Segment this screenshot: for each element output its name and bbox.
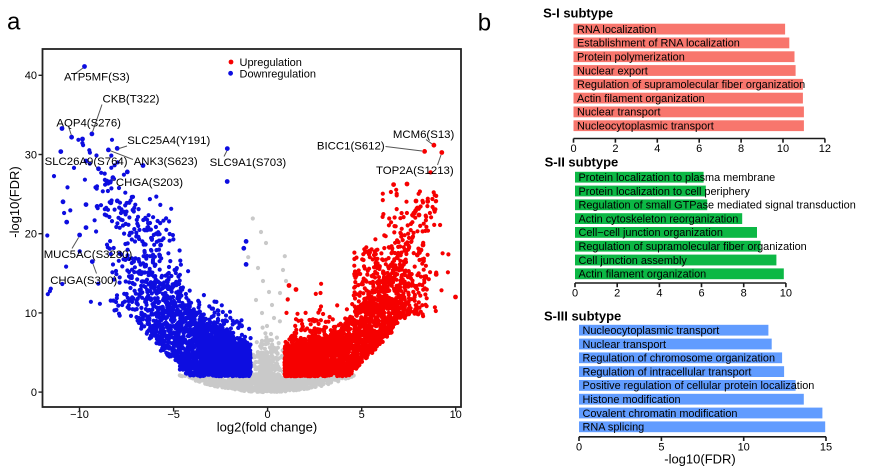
svg-text:Downregulation: Downregulation xyxy=(240,68,316,80)
svg-text:2: 2 xyxy=(612,143,618,155)
svg-text:Positive regulation of cellula: Positive regulation of cellular protein … xyxy=(583,380,815,392)
svg-text:6: 6 xyxy=(696,143,702,155)
svg-text:10: 10 xyxy=(777,143,789,155)
svg-text:5: 5 xyxy=(359,409,365,421)
svg-text:Covalent chromatin modificatio: Covalent chromatin modification xyxy=(583,408,738,420)
svg-text:S-I subtype: S-I subtype xyxy=(543,6,613,21)
svg-text:ATP5MF(S3): ATP5MF(S3) xyxy=(64,71,130,83)
svg-text:0: 0 xyxy=(576,442,582,454)
svg-text:Cell−cell junction organizatio: Cell−cell junction organization xyxy=(579,227,723,239)
svg-text:log2(fold change): log2(fold change) xyxy=(217,420,317,435)
svg-text:Actin filament organization: Actin filament organization xyxy=(577,93,705,105)
svg-text:SLC9A1(S703): SLC9A1(S703) xyxy=(210,157,287,169)
svg-text:ANK3(S623): ANK3(S623) xyxy=(134,156,198,168)
svg-text:Cell junction assembly: Cell junction assembly xyxy=(579,255,688,267)
svg-text:SLC25A4(Y191): SLC25A4(Y191) xyxy=(127,135,210,147)
svg-text:CHGA(S203): CHGA(S203) xyxy=(116,177,183,189)
svg-text:AQP4(S276): AQP4(S276) xyxy=(56,117,121,129)
svg-text:Establishment of RNA localizat: Establishment of RNA localization xyxy=(577,38,740,50)
svg-text:Nucleocytoplasmic transport: Nucleocytoplasmic transport xyxy=(583,325,720,337)
svg-text:0: 0 xyxy=(570,143,576,155)
svg-text:20: 20 xyxy=(25,229,37,241)
svg-text:Actin filament organization: Actin filament organization xyxy=(579,269,707,281)
svg-text:0: 0 xyxy=(31,387,37,399)
svg-text:8: 8 xyxy=(738,143,744,155)
svg-text:12: 12 xyxy=(819,143,831,155)
svg-text:2: 2 xyxy=(614,288,620,300)
svg-text:Protein polymerization: Protein polymerization xyxy=(577,52,685,64)
svg-text:CKB(T322): CKB(T322) xyxy=(103,94,160,106)
svg-text:RNA splicing: RNA splicing xyxy=(583,422,645,434)
svg-text:TOP2A(S1213): TOP2A(S1213) xyxy=(376,165,454,177)
svg-text:10: 10 xyxy=(450,409,462,421)
svg-text:MUC5AC(S3280): MUC5AC(S3280) xyxy=(44,249,133,261)
svg-text:40: 40 xyxy=(25,70,37,82)
svg-text:MCM6(S13): MCM6(S13) xyxy=(393,129,455,141)
svg-text:30: 30 xyxy=(25,149,37,161)
svg-text:8: 8 xyxy=(741,288,747,300)
svg-text:RNA localization: RNA localization xyxy=(577,24,656,36)
svg-text:Upregulation: Upregulation xyxy=(240,57,302,69)
svg-text:Regulation of small GTPase med: Regulation of small GTPase mediated sign… xyxy=(579,200,856,212)
svg-text:Regulation of supramolecular f: Regulation of supramolecular fiber organ… xyxy=(579,241,807,253)
svg-text:Regulation of supramolecular f: Regulation of supramolecular fiber organ… xyxy=(577,79,805,91)
svg-text:Nucleocytoplasmic transport: Nucleocytoplasmic transport xyxy=(577,121,714,133)
svg-text:Histone modification: Histone modification xyxy=(583,394,681,406)
svg-text:15: 15 xyxy=(820,442,832,454)
svg-text:6: 6 xyxy=(698,288,704,300)
svg-text:4: 4 xyxy=(656,288,662,300)
svg-text:Nuclear transport: Nuclear transport xyxy=(577,107,661,119)
svg-text:Nuclear export: Nuclear export xyxy=(577,65,648,77)
svg-text:10: 10 xyxy=(25,308,37,320)
svg-text:Protein localization to cell p: Protein localization to cell periphery xyxy=(579,186,751,198)
svg-text:10: 10 xyxy=(738,442,750,454)
svg-text:BICC1(S612): BICC1(S612) xyxy=(317,140,385,152)
svg-text:10: 10 xyxy=(780,288,792,300)
svg-text:Protein localization to plasma: Protein localization to plasma membrane xyxy=(579,172,776,184)
svg-text:Regulation of chromosome organ: Regulation of chromosome organization xyxy=(583,353,776,365)
svg-text:SLC26A9(S764): SLC26A9(S764) xyxy=(45,156,128,168)
svg-text:4: 4 xyxy=(654,143,660,155)
svg-text:−10: −10 xyxy=(70,409,89,421)
svg-text:0: 0 xyxy=(572,288,578,300)
svg-text:0: 0 xyxy=(265,409,271,421)
svg-text:-log10(FDR): -log10(FDR) xyxy=(7,166,22,238)
svg-text:a: a xyxy=(7,9,21,36)
svg-text:S-II subtype: S-II subtype xyxy=(545,155,619,170)
svg-text:Regulation of intracellular tr: Regulation of intracellular transport xyxy=(583,366,752,378)
svg-text:-log10(FDR): -log10(FDR) xyxy=(664,452,736,467)
svg-text:b: b xyxy=(478,10,491,37)
svg-text:−5: −5 xyxy=(167,409,180,421)
svg-text:CHGA(S300): CHGA(S300) xyxy=(50,275,117,287)
svg-text:Nuclear transport: Nuclear transport xyxy=(583,339,667,351)
svg-text:S-III subtype: S-III subtype xyxy=(544,308,621,323)
svg-text:Actin cytoskeleton reorganizat: Actin cytoskeleton reorganization xyxy=(579,213,739,225)
svg-text:5: 5 xyxy=(658,442,664,454)
